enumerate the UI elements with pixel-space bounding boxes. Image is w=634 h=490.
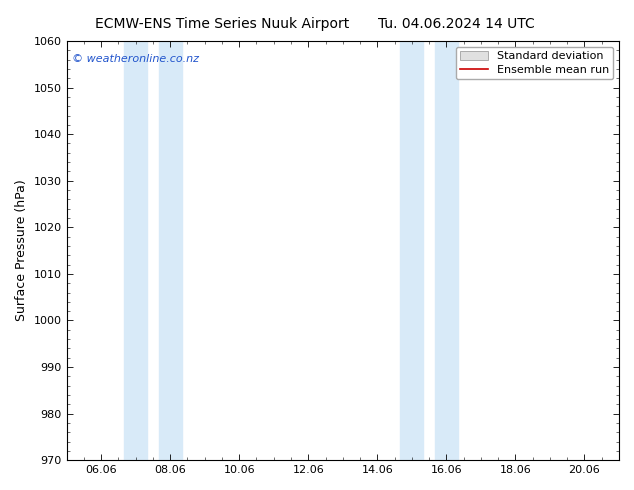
Bar — [158, 41, 181, 460]
Text: Tu. 04.06.2024 14 UTC: Tu. 04.06.2024 14 UTC — [378, 17, 535, 31]
Bar — [124, 41, 147, 460]
Text: ECMW-ENS Time Series Nuuk Airport: ECMW-ENS Time Series Nuuk Airport — [94, 17, 349, 31]
Text: © weatheronline.co.nz: © weatheronline.co.nz — [72, 53, 199, 64]
Legend: Standard deviation, Ensemble mean run: Standard deviation, Ensemble mean run — [456, 47, 614, 79]
Y-axis label: Surface Pressure (hPa): Surface Pressure (hPa) — [15, 180, 28, 321]
Bar — [400, 41, 424, 460]
Bar — [435, 41, 458, 460]
